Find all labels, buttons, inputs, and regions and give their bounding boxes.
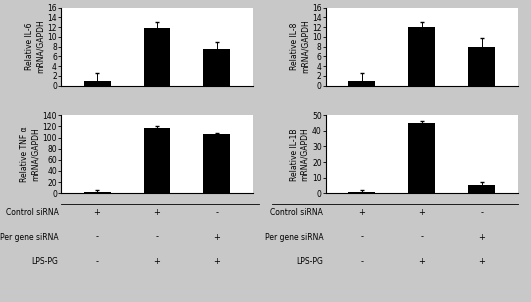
Text: LPS-PG: LPS-PG (296, 257, 323, 266)
Bar (408, 123, 435, 193)
Text: Control siRNA: Control siRNA (270, 208, 323, 217)
Text: -: - (96, 257, 99, 266)
Text: Per gene siRNA: Per gene siRNA (264, 233, 323, 242)
Bar (468, 185, 495, 193)
Text: +: + (153, 257, 160, 266)
Bar (408, 27, 435, 85)
Text: -: - (480, 208, 483, 217)
Text: Per gene siRNA: Per gene siRNA (0, 233, 58, 242)
Y-axis label: Relative TNF α
mRNA/GAPDH: Relative TNF α mRNA/GAPDH (20, 127, 40, 182)
Y-axis label: Relative IL-6
mRNA/GAPDH: Relative IL-6 mRNA/GAPDH (25, 20, 45, 73)
Bar (468, 47, 495, 85)
Text: -: - (216, 208, 218, 217)
Bar (203, 134, 230, 193)
Text: -: - (421, 233, 423, 242)
Bar (143, 28, 170, 85)
Bar (83, 81, 110, 85)
Text: +: + (93, 208, 100, 217)
Bar (83, 191, 110, 193)
Y-axis label: Relative IL-1B
mRNA/GAPDH: Relative IL-1B mRNA/GAPDH (290, 127, 309, 181)
Text: +: + (213, 233, 220, 242)
Text: -: - (361, 233, 363, 242)
Text: LPS-PG: LPS-PG (31, 257, 58, 266)
Text: Control siRNA: Control siRNA (5, 208, 58, 217)
Bar (348, 192, 375, 193)
Bar (143, 127, 170, 193)
Text: -: - (96, 233, 99, 242)
Text: +: + (153, 208, 160, 217)
Text: +: + (213, 257, 220, 266)
Bar (203, 50, 230, 85)
Text: +: + (358, 208, 365, 217)
Y-axis label: Relative IL-8
mRNA/GAPDH: Relative IL-8 mRNA/GAPDH (290, 20, 309, 73)
Text: +: + (418, 208, 425, 217)
Text: -: - (361, 257, 363, 266)
Bar (348, 81, 375, 85)
Text: +: + (418, 257, 425, 266)
Text: +: + (478, 257, 485, 266)
Text: +: + (478, 233, 485, 242)
Text: -: - (156, 233, 158, 242)
